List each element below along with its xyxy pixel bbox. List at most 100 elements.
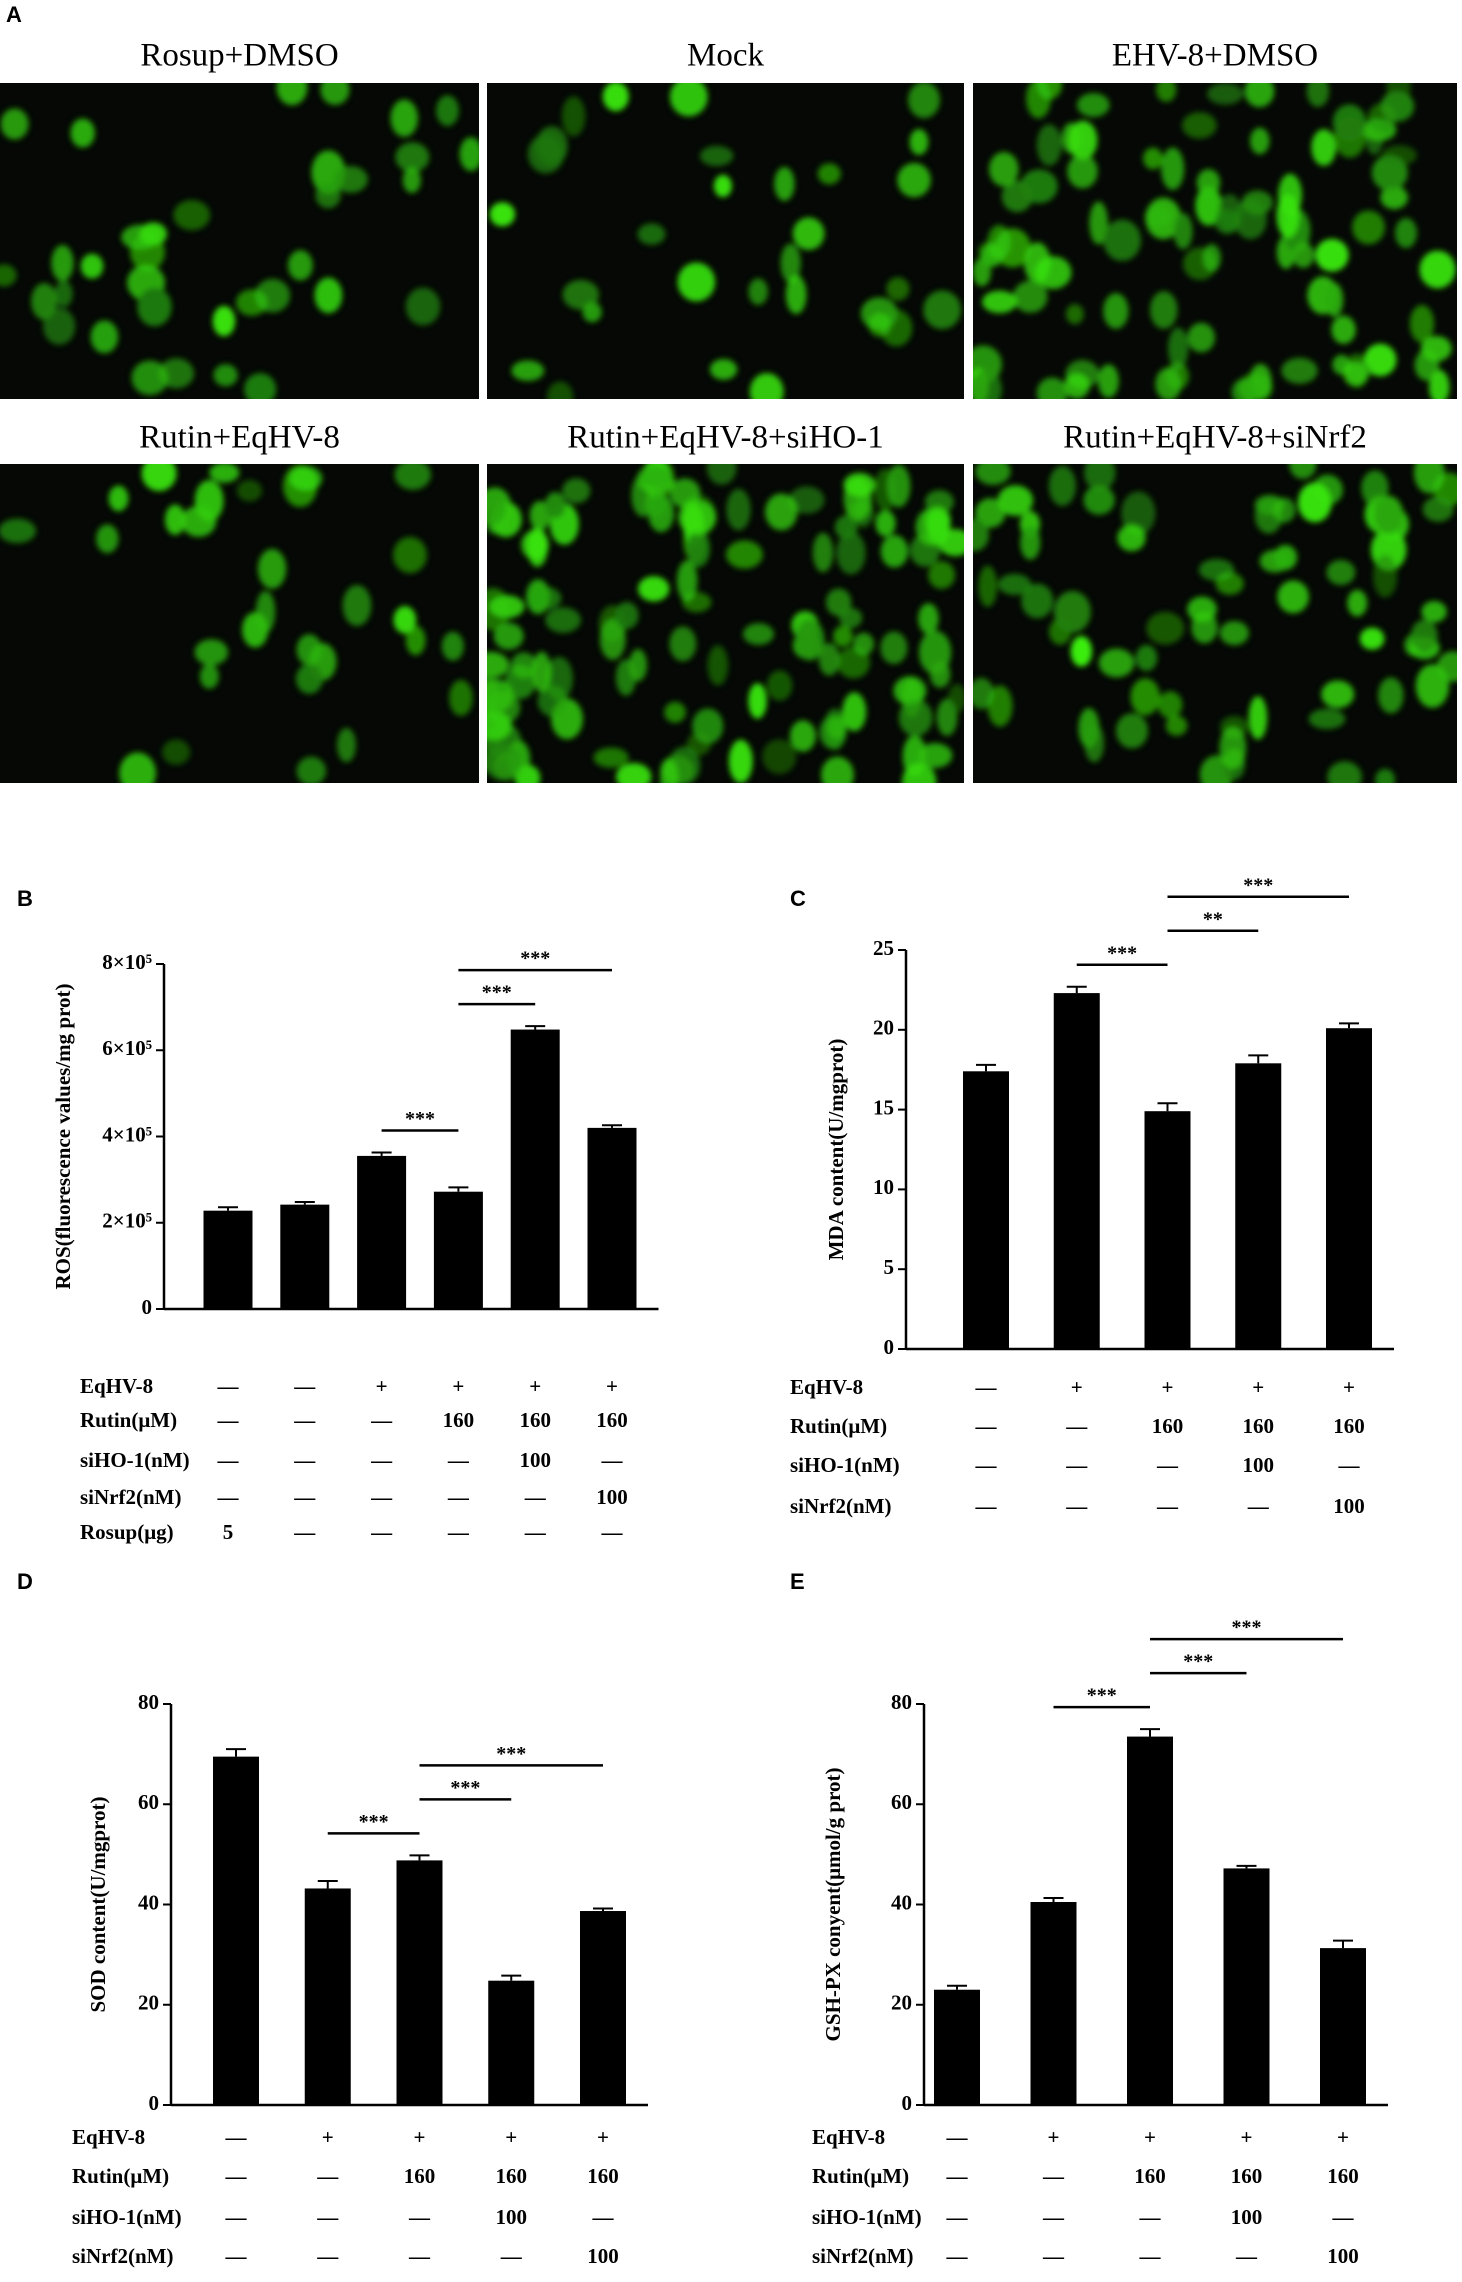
condition-value: — (225, 2125, 248, 2149)
cell (1021, 583, 1054, 619)
y-tick-label: 60 (891, 1790, 912, 1814)
y-tick-label: 80 (138, 1690, 159, 1714)
condition-value: — (316, 2244, 339, 2268)
cell (997, 485, 1034, 516)
cell (677, 262, 716, 302)
cells (0, 464, 473, 783)
cell (1359, 627, 1385, 650)
condition-value: — (225, 2164, 248, 2188)
cell (1121, 491, 1156, 536)
cell (547, 381, 574, 399)
cell (1217, 194, 1242, 233)
condition-value: — (946, 2125, 969, 2149)
cell (926, 507, 951, 546)
condition-value: 160 (1152, 1414, 1184, 1438)
cell (532, 651, 552, 693)
micrograph (973, 83, 1457, 399)
cell (1250, 127, 1270, 155)
cell (1380, 185, 1409, 210)
cell (947, 683, 964, 713)
y-tick-label: 80 (891, 1690, 912, 1714)
cells (0, 83, 479, 399)
cell (314, 277, 343, 314)
cell (678, 499, 717, 536)
bar (580, 1911, 626, 2105)
cell (235, 289, 268, 316)
cell (1272, 497, 1296, 523)
y-tick-label: 40 (138, 1890, 159, 1914)
y-tick-label: 0 (149, 2091, 160, 2115)
cell (1165, 715, 1188, 736)
cell (70, 118, 95, 148)
cell (1167, 327, 1189, 370)
cell (637, 466, 673, 487)
micrograph (0, 464, 479, 783)
condition-value: — (370, 1520, 393, 1544)
significance-label: ** (1203, 908, 1223, 930)
cell (582, 301, 602, 323)
cell (1187, 322, 1216, 353)
significance-label: *** (1183, 1651, 1213, 1673)
cell (893, 676, 927, 706)
significance-label: *** (359, 1811, 389, 1833)
cell (1259, 549, 1291, 573)
condition-value: — (1065, 1453, 1088, 1477)
cell (1238, 372, 1273, 399)
cell (1315, 238, 1349, 272)
cell (244, 373, 277, 399)
significance-label: *** (482, 982, 512, 1004)
cell (1409, 304, 1435, 343)
y-tick-label: 0 (902, 2091, 913, 2115)
condition-value: — (1235, 2244, 1258, 2268)
condition-value: — (592, 2205, 615, 2229)
condition-value: + (1343, 1375, 1355, 1399)
bar (488, 1980, 535, 2105)
condition-value: — (946, 2164, 969, 2188)
cell (139, 222, 167, 246)
condition-value: — (217, 1408, 240, 1432)
condition-value: 160 (404, 2164, 436, 2188)
condition-value: + (1048, 2125, 1060, 2149)
cell (296, 756, 327, 783)
cell (545, 607, 581, 633)
condition-value: + (322, 2125, 334, 2149)
cell (1061, 122, 1081, 154)
condition-value: — (601, 1520, 624, 1544)
condition-value: — (500, 2244, 523, 2268)
cell (975, 498, 1006, 528)
condition-value: — (1065, 1414, 1088, 1438)
cell (907, 83, 941, 119)
cell (276, 83, 308, 106)
cell (987, 224, 1011, 260)
cell (436, 95, 459, 127)
image-title: Rutin+EqHV-8+siNrf2 (1063, 420, 1367, 456)
condition-value: + (606, 1374, 618, 1398)
cell (725, 540, 763, 569)
condition-value: — (946, 2205, 969, 2229)
condition-value: 160 (1333, 1414, 1365, 1438)
condition-value: — (217, 1448, 240, 1472)
y-tick-label: 40 (891, 1890, 912, 1914)
cell (886, 464, 911, 508)
cell (660, 758, 679, 783)
cell (488, 595, 525, 619)
cell (742, 623, 775, 646)
cell (676, 560, 698, 602)
panel-letter: B (17, 886, 33, 911)
condition-value: 100 (587, 2244, 619, 2268)
cell (1036, 124, 1062, 166)
cell (162, 739, 191, 765)
cell (1070, 636, 1093, 667)
cell (827, 716, 847, 739)
cell (287, 250, 313, 281)
condition-value: — (1139, 2205, 1162, 2229)
cell (818, 643, 840, 676)
condition-value: — (293, 1374, 316, 1398)
condition-value: + (1071, 1375, 1083, 1399)
cell (173, 199, 211, 231)
condition-value: — (316, 2205, 339, 2229)
cell (765, 493, 798, 531)
condition-value: — (1042, 2205, 1065, 2229)
cell (1422, 496, 1454, 522)
cell (521, 530, 549, 560)
